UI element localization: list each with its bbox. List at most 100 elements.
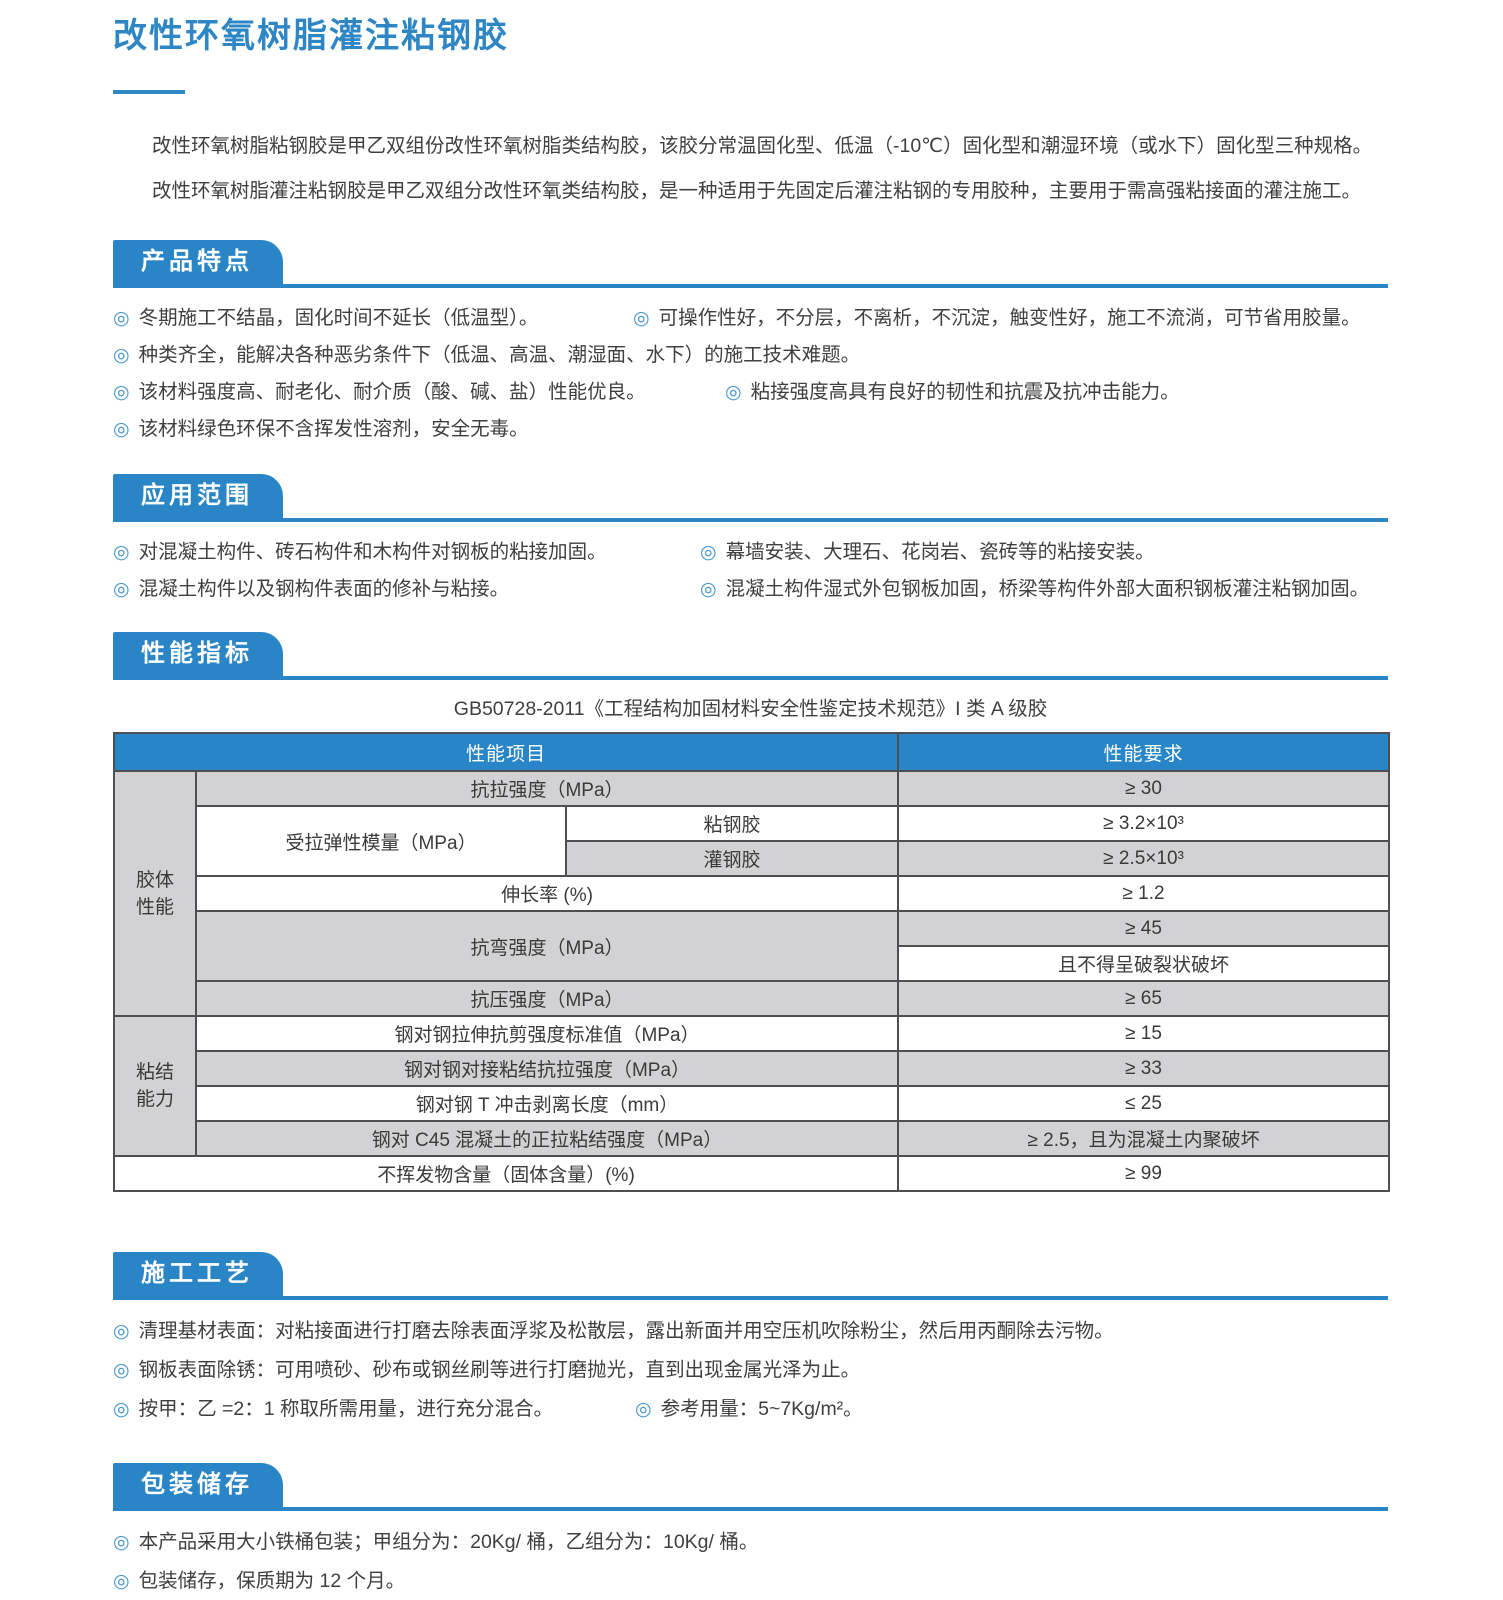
list-item-text: 混凝土构件湿式外包钢板加固，桥梁等构件外部大面积钢板灌注粘钢加固。 xyxy=(725,578,1370,600)
table-row: 抗弯强度（MPa） ≥ 45 xyxy=(114,910,1391,982)
list-item: ◎ 按甲：乙 =2：1 称取所需用量，进行充分混合。 xyxy=(113,1390,635,1429)
process-row-2: ◎ 钢板表面除锈：可用喷砂、砂布或钢丝刷等进行打磨抛光，直到出现金属光泽为止。 xyxy=(113,1351,1388,1390)
intro-paragraph-2: 改性环氧树脂灌注粘钢胶是甲乙双组分改性环氧类结构胶，是一种适用于先固定后灌注粘钢… xyxy=(152,180,1362,202)
ring-bullet-icon: ◎ xyxy=(113,542,130,563)
features-row-4: ◎ 该材料绿色环保不含挥发性溶剂，安全无毒。 xyxy=(113,411,1388,448)
ring-bullet-icon: ◎ xyxy=(113,1532,130,1553)
cell-item: 钢对钢 T 冲击剥离长度（mm） xyxy=(194,1085,900,1122)
column-header-req: 性能要求 xyxy=(897,732,1391,772)
features-row-3: ◎ 该材料强度高、耐老化、耐介质（酸、碱、盐）性能优良。 ◎ 粘接强度高具有良好… xyxy=(113,374,1388,411)
ring-bullet-icon: ◎ xyxy=(113,308,130,329)
list-item: ◎ 对混凝土构件、砖石构件和木构件对钢板的粘接加固。 xyxy=(113,534,700,571)
intro-block: 改性环氧树脂粘钢胶是甲乙双组份改性环氧树脂类结构胶，该胶分常温固化型、低温（-1… xyxy=(113,124,1388,214)
page-title: 改性环氧树脂灌注粘钢胶 xyxy=(113,17,509,55)
ring-bullet-icon: ◎ xyxy=(113,1399,130,1420)
table-row: 受拉弹性模量（MPa） 粘钢胶 ≥ 3.2×10³ xyxy=(114,805,1391,877)
section-performance-header: 性能指标 xyxy=(113,632,1388,680)
ring-bullet-icon: ◎ xyxy=(725,382,742,403)
list-item-text: 种类齐全，能解决各种恶劣条件下（低温、高温、潮湿面、水下）的施工技术难题。 xyxy=(138,344,861,366)
section-process: 施工工艺 ◎ 清理基材表面：对粘接面进行打磨去除表面浮浆及松散层，露出新面并用空… xyxy=(113,1252,1388,1429)
cell-item: 钢对钢对接粘结抗拉强度（MPa） xyxy=(194,1050,900,1087)
list-item: ◎ 参考用量：5~7Kg/m²。 xyxy=(635,1390,863,1429)
ring-bullet-icon: ◎ xyxy=(633,308,650,329)
applications-row-2: ◎ 混凝土构件以及钢构件表面的修补与粘接。 ◎ 混凝土构件湿式外包钢板加固，桥梁… xyxy=(113,571,1388,608)
list-item-text: 混凝土构件以及钢构件表面的修补与粘接。 xyxy=(138,578,510,600)
list-item-text: 包装储存，保质期为 12 个月。 xyxy=(138,1570,406,1592)
applications-row-1: ◎ 对混凝土构件、砖石构件和木构件对钢板的粘接加固。 ◎ 幕墙安装、大理石、花岗… xyxy=(113,534,1388,571)
section-applications: 应用范围 ◎ 对混凝土构件、砖石构件和木构件对钢板的粘接加固。 ◎ 幕墙安装、大… xyxy=(113,474,1388,608)
list-item-text: 幕墙安装、大理石、花岗岩、瓷砖等的粘接安装。 xyxy=(725,541,1155,563)
ring-bullet-icon: ◎ xyxy=(113,419,130,440)
list-item: ◎ 幕墙安装、大理石、花岗岩、瓷砖等的粘接安装。 xyxy=(700,534,1155,571)
cell-item: 伸长率 (%) xyxy=(194,875,900,912)
storage-row-2: ◎ 包装储存，保质期为 12 个月。 xyxy=(113,1562,1388,1600)
table-row: 且不得呈破裂状破坏 xyxy=(114,945,1391,982)
cell-item: 钢对 C45 混凝土的正拉粘结强度（MPa） xyxy=(194,1120,900,1157)
ring-bullet-icon: ◎ xyxy=(113,1321,130,1342)
ring-bullet-icon: ◎ xyxy=(700,542,717,563)
table-caption: GB50728-2011《工程结构加固材料安全性鉴定技术规范》I 类 A 级胶 xyxy=(453,698,1048,720)
cell-req: ≥ 99 xyxy=(897,1155,1391,1192)
list-item-text: 对混凝土构件、砖石构件和木构件对钢板的粘接加固。 xyxy=(138,541,607,563)
title-underline xyxy=(113,90,185,94)
process-row-1: ◎ 清理基材表面：对粘接面进行打磨去除表面浮浆及松散层，露出新面并用空压机吹除粉… xyxy=(113,1312,1388,1351)
table-row: 抗压强度（MPa） ≥ 65 xyxy=(114,980,1391,1017)
table-row: 胶体性能 抗拉强度（MPa） ≥ 30 xyxy=(113,770,1391,1017)
section-process-header: 施工工艺 xyxy=(113,1252,1388,1300)
process-bullets: ◎ 清理基材表面：对粘接面进行打磨去除表面浮浆及松散层，露出新面并用空压机吹除粉… xyxy=(113,1312,1388,1429)
storage-row-1: ◎ 本产品采用大小铁桶包装；甲组分为：20Kg/ 桶，乙组分为：10Kg/ 桶。 xyxy=(113,1523,1388,1562)
list-item: ◎ 钢板表面除锈：可用喷砂、砂布或钢丝刷等进行打磨抛光，直到出现金属光泽为止。 xyxy=(113,1351,860,1390)
cell-req: ≥ 45 xyxy=(897,910,1391,947)
section-features: 产品特点 ◎ 冬期施工不结晶，固化时间不延长（低温型）。 ◎ 可操作性好，不分层… xyxy=(113,240,1388,448)
cell-item: 钢对钢拉伸抗剪强度标准值（MPa） xyxy=(194,1015,900,1052)
storage-bullets: ◎ 本产品采用大小铁桶包装；甲组分为：20Kg/ 桶，乙组分为：10Kg/ 桶。… xyxy=(113,1523,1388,1600)
cell-item: 抗压强度（MPa） xyxy=(194,980,900,1017)
list-item-text: 该材料绿色环保不含挥发性溶剂，安全无毒。 xyxy=(138,418,529,440)
group-label-bond: 粘结能力 xyxy=(113,1015,197,1157)
ring-bullet-icon: ◎ xyxy=(113,1360,130,1381)
table-row: 钢对钢 T 冲击剥离长度（mm） ≤ 25 xyxy=(114,1085,1391,1122)
list-item-text: 本产品采用大小铁桶包装；甲组分为：20Kg/ 桶，乙组分为：10Kg/ 桶。 xyxy=(138,1531,759,1553)
list-item-text: 可操作性好，不分层，不离析，不沉淀，触变性好，施工不流淌，可节省用胶量。 xyxy=(658,307,1361,329)
list-item: ◎ 该材料强度高、耐老化、耐介质（酸、碱、盐）性能优良。 xyxy=(113,374,725,411)
section-features-header: 产品特点 xyxy=(113,240,1388,288)
list-item: ◎ 清理基材表面：对粘接面进行打磨去除表面浮浆及松散层，露出新面并用空压机吹除粉… xyxy=(113,1312,1114,1351)
cell-item: 抗弯强度（MPa） xyxy=(194,910,900,982)
ring-bullet-icon: ◎ xyxy=(635,1399,652,1420)
section-performance-tab: 性能指标 xyxy=(113,632,283,676)
table-row: 钢对 C45 混凝土的正拉粘结强度（MPa） ≥ 2.5，且为混凝土内聚破坏 xyxy=(114,1120,1391,1157)
cell-req: ≥ 2.5×10³ xyxy=(897,840,1391,877)
list-item: ◎ 粘接强度高具有良好的韧性和抗震及抗冲击能力。 xyxy=(725,374,1180,411)
group-label-glue: 胶体性能 xyxy=(113,770,197,1017)
applications-bullets: ◎ 对混凝土构件、砖石构件和木构件对钢板的粘接加固。 ◎ 幕墙安装、大理石、花岗… xyxy=(113,534,1388,608)
cell-req: ≥ 3.2×10³ xyxy=(897,805,1391,842)
cell-req: ≥ 30 xyxy=(897,770,1391,807)
list-item: ◎ 混凝土构件湿式外包钢板加固，桥梁等构件外部大面积钢板灌注粘钢加固。 xyxy=(700,571,1369,608)
cell-req: ≥ 2.5，且为混凝土内聚破坏 xyxy=(897,1120,1391,1157)
cell-subitem: 灌钢胶 xyxy=(564,840,900,877)
list-item: ◎ 冬期施工不结晶，固化时间不延长（低温型）。 xyxy=(113,300,633,337)
list-item: ◎ 种类齐全，能解决各种恶劣条件下（低温、高温、潮湿面、水下）的施工技术难题。 xyxy=(113,337,860,374)
features-row-2: ◎ 种类齐全，能解决各种恶劣条件下（低温、高温、潮湿面、水下）的施工技术难题。 xyxy=(113,337,1388,374)
cell-item: 抗拉强度（MPa） xyxy=(194,770,900,807)
features-row-1: ◎ 冬期施工不结晶，固化时间不延长（低温型）。 ◎ 可操作性好，不分层，不离析，… xyxy=(113,300,1388,337)
list-item-text: 冬期施工不结晶，固化时间不延长（低温型）。 xyxy=(138,307,539,329)
column-header-item: 性能项目 xyxy=(112,732,900,772)
list-item: ◎ 本产品采用大小铁桶包装；甲组分为：20Kg/ 桶，乙组分为：10Kg/ 桶。 xyxy=(113,1523,758,1562)
section-process-tab: 施工工艺 xyxy=(113,1252,283,1296)
process-row-3: ◎ 按甲：乙 =2：1 称取所需用量，进行充分混合。 ◎ 参考用量：5~7Kg/… xyxy=(113,1390,1388,1429)
list-item-text: 该材料强度高、耐老化、耐介质（酸、碱、盐）性能优良。 xyxy=(138,381,646,403)
section-storage: 包装储存 ◎ 本产品采用大小铁桶包装；甲组分为：20Kg/ 桶，乙组分为：10K… xyxy=(113,1463,1388,1600)
cell-req: ≥ 65 xyxy=(897,980,1391,1017)
ring-bullet-icon: ◎ xyxy=(113,579,130,600)
section-applications-tab: 应用范围 xyxy=(113,474,283,518)
table-row: 伸长率 (%) ≥ 1.2 xyxy=(114,875,1391,912)
features-bullets: ◎ 冬期施工不结晶，固化时间不延长（低温型）。 ◎ 可操作性好，不分层，不离析，… xyxy=(113,300,1388,448)
section-storage-tab: 包装储存 xyxy=(113,1463,283,1507)
cell-item: 不挥发物含量（固体含量）(%) xyxy=(112,1155,900,1192)
list-item-text: 按甲：乙 =2：1 称取所需用量，进行充分混合。 xyxy=(138,1398,554,1420)
ring-bullet-icon: ◎ xyxy=(113,345,130,366)
table-row: 灌钢胶 ≥ 2.5×10³ xyxy=(114,840,1391,877)
cell-subitem: 粘钢胶 xyxy=(564,805,900,842)
